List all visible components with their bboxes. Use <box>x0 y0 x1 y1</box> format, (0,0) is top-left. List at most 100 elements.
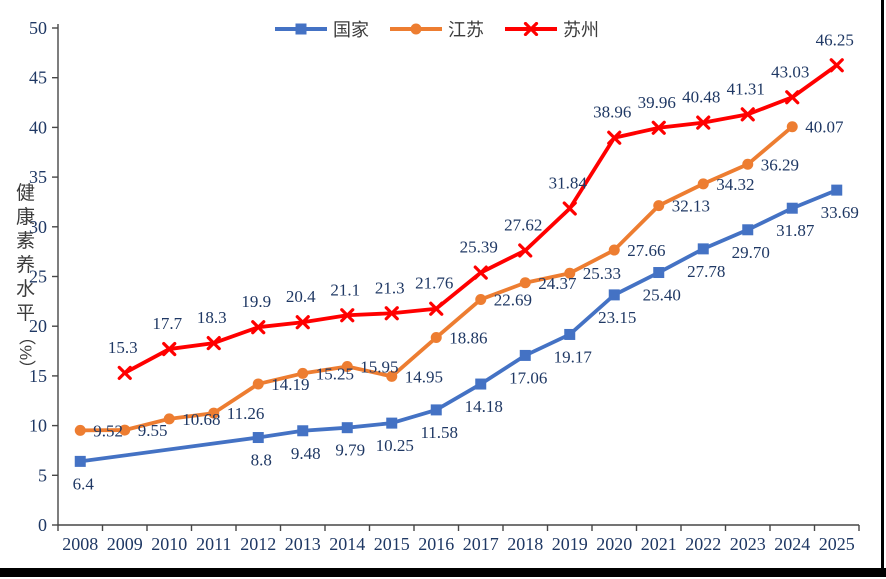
data-label: 15.25 <box>316 364 354 383</box>
y-tick-label: 20 <box>29 316 47 336</box>
y-tick-label: 10 <box>29 416 47 436</box>
series-line <box>123 63 838 375</box>
data-point-marker <box>206 335 221 351</box>
y-tick-label: 15 <box>29 366 47 386</box>
y-tick-label: 5 <box>38 465 47 485</box>
x-tick-label: 2014 <box>329 534 365 554</box>
x-tick-label: 2024 <box>774 534 810 554</box>
data-label: 15.3 <box>108 338 138 357</box>
data-label: 21.76 <box>415 274 453 293</box>
data-point-marker <box>473 265 488 280</box>
x-tick-label: 2018 <box>507 534 543 554</box>
y-tick-label: 25 <box>29 267 47 287</box>
page-right-border <box>881 0 884 568</box>
data-label: 21.3 <box>375 278 405 297</box>
chart-legend: 国家 江苏 苏州 <box>274 16 599 42</box>
data-point-marker <box>475 378 487 390</box>
data-label: 27.66 <box>627 241 665 260</box>
data-point-marker <box>295 315 310 330</box>
x-tick-label: 2017 <box>463 534 499 554</box>
x-tick-label: 2022 <box>685 534 721 554</box>
legend-label: 国家 <box>333 20 369 40</box>
x-tick-label: 2021 <box>641 534 677 554</box>
data-point-marker <box>740 107 755 122</box>
x-tick-label: 2023 <box>730 534 766 554</box>
data-point-marker <box>519 277 531 289</box>
y-axis-title: 健康素养水平 （%） <box>13 182 38 377</box>
data-label: 20.4 <box>286 287 316 306</box>
data-point-marker <box>341 422 353 434</box>
data-label: 33.69 <box>821 203 859 222</box>
legend-marker-square-icon <box>275 23 327 35</box>
data-point-marker <box>653 267 665 279</box>
y-tick-label: 50 <box>29 18 47 38</box>
data-label: 17.06 <box>509 368 547 387</box>
data-label: 41.31 <box>727 79 765 98</box>
data-label: 25.40 <box>643 286 681 305</box>
series-国家 <box>74 184 843 467</box>
x-tick-label: 2009 <box>107 534 143 554</box>
data-label: 8.8 <box>251 451 272 470</box>
data-point-marker <box>564 267 576 279</box>
legend-item-guojia: 国家 <box>274 16 369 42</box>
data-label: 18.86 <box>449 329 487 348</box>
data-point-marker <box>297 367 309 379</box>
data-point-marker <box>562 201 577 216</box>
data-label: 10.68 <box>182 410 220 429</box>
legend-marker-x-icon <box>505 22 557 36</box>
data-point-marker <box>742 158 754 170</box>
x-tick-label: 2020 <box>596 534 632 554</box>
data-point-marker <box>785 90 800 105</box>
data-label: 6.4 <box>73 474 95 493</box>
series-苏州 <box>117 58 844 381</box>
legend-item-suzhou: 苏州 <box>504 16 599 42</box>
x-tick-label: 2025 <box>819 534 855 554</box>
data-point-marker <box>786 121 798 133</box>
data-label: 17.7 <box>152 314 182 333</box>
data-label: 43.03 <box>771 62 809 81</box>
data-label: 19.9 <box>241 292 271 311</box>
data-point-marker <box>608 244 620 256</box>
data-label: 31.87 <box>776 221 815 240</box>
data-label: 11.26 <box>227 404 265 423</box>
data-point-marker <box>696 115 711 130</box>
data-label: 40.48 <box>682 88 720 107</box>
y-tick-label: 30 <box>29 217 47 237</box>
series-data-labels: 9.52 9.55 10.68 11.26 14.19 15.25 15.95 14.95 18… <box>93 118 844 441</box>
data-label: 9.79 <box>335 441 365 460</box>
data-point-marker <box>162 341 177 357</box>
data-label: 40.07 <box>805 118 844 137</box>
data-point-marker <box>297 425 309 437</box>
x-tick-label: 2016 <box>418 534 454 554</box>
data-label: 39.96 <box>638 93 676 112</box>
data-point-marker <box>607 130 622 145</box>
data-point-marker <box>523 22 539 36</box>
data-point-marker <box>608 289 620 301</box>
data-label: 22.69 <box>494 290 532 309</box>
legend-label: 江苏 <box>448 20 484 40</box>
data-point-marker <box>208 407 220 419</box>
data-label: 18.3 <box>197 308 227 327</box>
data-label: 32.13 <box>672 197 710 216</box>
data-point-marker <box>475 293 487 305</box>
data-point-marker <box>252 432 264 444</box>
data-label: 25.39 <box>460 238 498 257</box>
data-label: 46.25 <box>816 30 854 49</box>
data-point-marker <box>74 424 86 436</box>
data-point-marker <box>651 120 666 135</box>
data-point-marker <box>119 424 131 436</box>
data-label: 21.1 <box>330 280 360 299</box>
data-label: 9.55 <box>138 421 168 440</box>
y-axis-unit: （%） <box>16 328 35 378</box>
data-label: 36.29 <box>761 155 799 174</box>
legend-item-jiangsu: 江苏 <box>389 16 484 42</box>
x-tick-label: 2011 <box>196 534 231 554</box>
data-label: 14.95 <box>405 367 443 386</box>
x-tick-label: 2010 <box>151 534 187 554</box>
page-bottom-border <box>0 568 886 577</box>
data-point-marker <box>564 328 576 340</box>
legend-label: 苏州 <box>563 20 599 40</box>
